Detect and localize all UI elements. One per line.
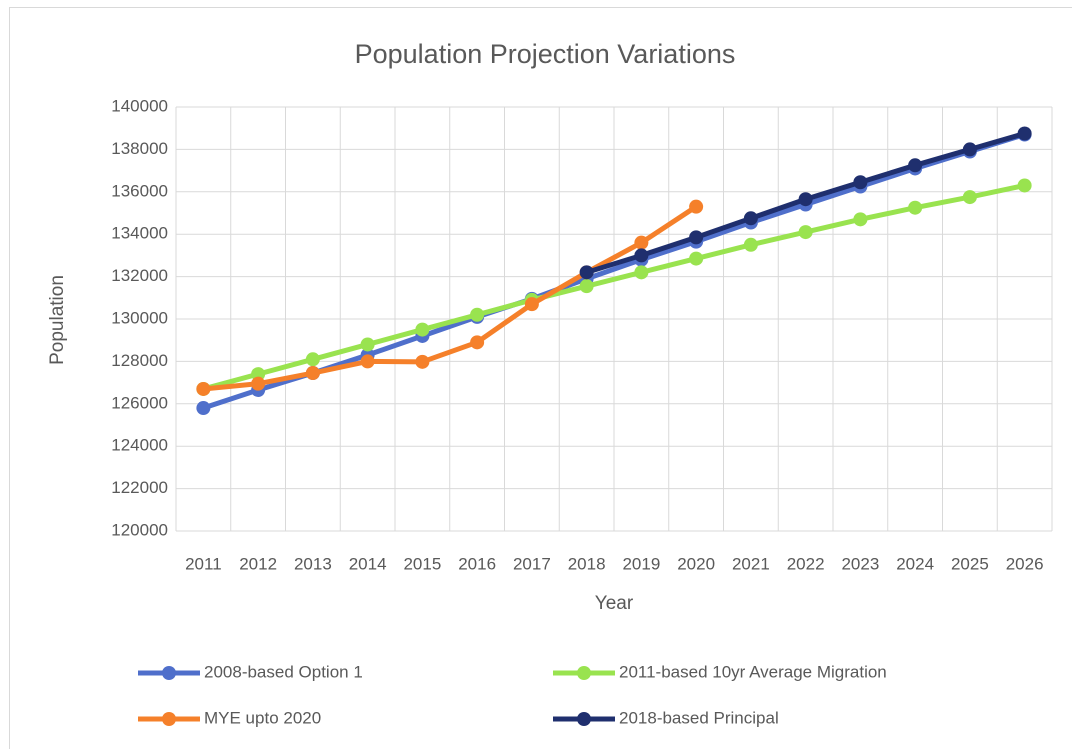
x-axis-title: Year bbox=[595, 593, 634, 614]
data-point bbox=[908, 200, 923, 215]
x-tick-label: 2018 bbox=[568, 554, 606, 573]
legend-label: 2011-based 10yr Average Migration bbox=[619, 662, 887, 681]
y-tick-label: 128000 bbox=[111, 351, 168, 370]
x-tick-label: 2022 bbox=[787, 554, 825, 573]
x-tick-label: 2014 bbox=[349, 554, 387, 573]
data-point bbox=[579, 265, 594, 280]
x-tick-label: 2013 bbox=[294, 554, 332, 573]
data-point bbox=[689, 199, 704, 214]
x-tick-label: 2026 bbox=[1006, 554, 1044, 573]
legend-marker bbox=[577, 712, 591, 726]
data-point bbox=[962, 142, 977, 157]
x-tick-label: 2017 bbox=[513, 554, 551, 573]
data-point bbox=[798, 225, 813, 240]
data-point bbox=[962, 190, 977, 205]
y-tick-label: 120000 bbox=[111, 520, 168, 539]
legend-label: 2018-based Principal bbox=[619, 708, 779, 727]
y-axis-title: Population bbox=[47, 275, 68, 365]
data-point bbox=[908, 158, 923, 173]
legend-marker bbox=[162, 712, 176, 726]
series-line bbox=[203, 204, 698, 392]
x-tick-label: 2025 bbox=[951, 554, 989, 573]
data-point bbox=[689, 230, 704, 245]
y-tick-label: 134000 bbox=[111, 224, 168, 243]
x-tick-label: 2016 bbox=[458, 554, 496, 573]
x-tick-label: 2024 bbox=[896, 554, 934, 573]
data-point bbox=[798, 192, 813, 207]
x-tick-label: 2015 bbox=[403, 554, 441, 573]
y-tick-label: 136000 bbox=[111, 181, 168, 200]
x-tick-label: 2021 bbox=[732, 554, 770, 573]
chart-border bbox=[9, 7, 1072, 749]
data-point bbox=[853, 212, 868, 227]
y-tick-label: 132000 bbox=[111, 266, 168, 285]
data-point bbox=[853, 175, 868, 190]
x-tick-label: 2012 bbox=[239, 554, 277, 573]
chart-title: Population Projection Variations bbox=[355, 39, 736, 69]
data-point bbox=[360, 337, 375, 352]
data-point bbox=[415, 322, 430, 337]
data-point bbox=[634, 265, 649, 280]
legend-label: 2008-based Option 1 bbox=[204, 662, 363, 681]
data-point bbox=[305, 352, 320, 367]
x-tick-label: 2011 bbox=[185, 554, 222, 573]
data-point bbox=[579, 279, 594, 294]
y-tick-label: 124000 bbox=[111, 436, 168, 455]
y-tick-label: 140000 bbox=[111, 96, 168, 115]
y-tick-label: 126000 bbox=[111, 393, 168, 412]
data-point bbox=[634, 235, 649, 250]
data-point bbox=[470, 335, 485, 350]
series-line bbox=[202, 132, 1026, 411]
data-point bbox=[743, 237, 758, 252]
data-point bbox=[415, 354, 430, 369]
data-point bbox=[305, 366, 320, 381]
y-tick-label: 138000 bbox=[111, 139, 168, 158]
legend-marker bbox=[162, 666, 176, 680]
data-point bbox=[1017, 126, 1032, 141]
data-point bbox=[470, 307, 485, 322]
data-point bbox=[634, 248, 649, 263]
series-line bbox=[202, 182, 1026, 392]
data-point bbox=[196, 381, 211, 396]
data-point bbox=[689, 251, 704, 266]
legend-label: MYE upto 2020 bbox=[204, 708, 321, 727]
x-tick-label: 2019 bbox=[622, 554, 660, 573]
x-tick-label: 2023 bbox=[841, 554, 879, 573]
y-tick-label: 130000 bbox=[111, 308, 168, 327]
data-point bbox=[743, 211, 758, 226]
data-point bbox=[524, 297, 539, 312]
x-tick-label: 2020 bbox=[677, 554, 715, 573]
y-tick-label: 122000 bbox=[111, 478, 168, 497]
data-point bbox=[360, 354, 375, 369]
data-point bbox=[1017, 178, 1032, 193]
data-point bbox=[196, 401, 211, 416]
legend-marker bbox=[577, 666, 591, 680]
data-point bbox=[251, 376, 266, 391]
